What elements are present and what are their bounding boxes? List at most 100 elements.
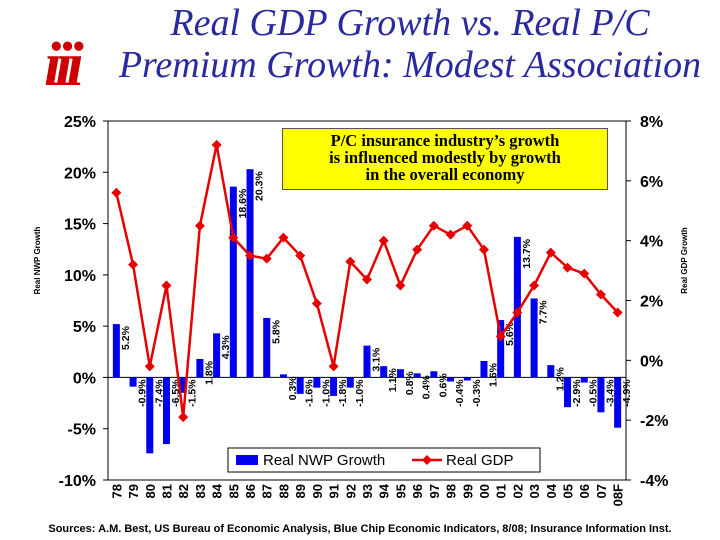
gdp-marker	[428, 220, 439, 231]
nwp-bar	[430, 371, 438, 378]
nwp-bar	[246, 169, 254, 378]
legend-swatch-nwp	[236, 455, 258, 465]
sources-footnote: Sources: A.M. Best, US Bureau of Economi…	[48, 523, 672, 535]
x-tick-label: 04	[544, 483, 559, 498]
nwp-data-label: 0.4%	[421, 375, 433, 400]
x-tick-label: 87	[260, 484, 275, 498]
gdp-marker	[261, 253, 272, 264]
left-tick-label: 0%	[73, 370, 96, 387]
nwp-bar	[179, 377, 187, 393]
nwp-bar	[346, 377, 354, 388]
left-tick-label: -10%	[59, 473, 96, 490]
x-tick-label: 97	[427, 484, 442, 498]
x-tick-label: 82	[176, 484, 191, 498]
nwp-bar	[447, 377, 455, 382]
nwp-bar	[564, 377, 572, 408]
gdp-marker	[579, 268, 590, 279]
nwp-data-label: -2.9%	[571, 379, 583, 407]
nwp-bar	[580, 377, 588, 383]
x-tick-label: 94	[377, 483, 392, 498]
x-tick-label: 05	[561, 484, 576, 498]
gdp-marker	[194, 220, 205, 231]
legend-box	[227, 447, 541, 473]
right-axis-title: Real GDP Growth	[680, 227, 689, 294]
nwp-data-label: 13.7%	[521, 238, 533, 268]
left-tick-label: 10%	[64, 268, 96, 285]
x-tick-label: 06	[577, 484, 592, 498]
left-tick-label: 25%	[64, 114, 96, 131]
x-tick-label: 95	[393, 484, 408, 498]
nwp-bar	[463, 377, 471, 381]
x-tick-label: 93	[360, 484, 375, 498]
gdp-marker	[295, 250, 306, 261]
nwp-data-label: -0.9%	[137, 379, 149, 407]
nwp-data-label: 1.8%	[203, 360, 215, 385]
callout-line-1: P/C insurance industry’s growth	[330, 131, 560, 150]
nwp-data-label: -1.8%	[337, 379, 349, 407]
x-tick-label: 91	[327, 484, 342, 498]
x-tick-label: 92	[343, 484, 358, 498]
nwp-data-label: 18.6%	[237, 188, 249, 218]
x-tick-label: 99	[460, 484, 475, 498]
nwp-bar	[263, 317, 271, 378]
nwp-bar	[296, 377, 304, 394]
nwp-bar	[396, 369, 404, 378]
gdp-marker	[128, 259, 139, 270]
gdp-marker	[462, 220, 473, 231]
nwp-bar	[597, 377, 605, 413]
x-tick-label: 89	[293, 484, 308, 498]
nwp-data-label: 5.2%	[120, 325, 132, 350]
gdp-marker	[478, 244, 489, 255]
x-tick-label: 03	[527, 484, 542, 498]
nwp-data-label: 1.2%	[554, 366, 566, 391]
nwp-bar	[279, 374, 287, 378]
x-tick-label: 86	[243, 484, 258, 498]
gdp-marker	[378, 235, 389, 246]
gdp-marker	[529, 280, 540, 291]
nwp-data-label: 3.1%	[371, 347, 383, 372]
nwp-bar	[330, 377, 338, 396]
gdp-marker	[211, 139, 222, 150]
gdp-marker	[395, 280, 406, 291]
left-axis-title: Real NWP Growth	[33, 226, 42, 294]
nwp-bar	[547, 365, 555, 378]
x-tick-label: 88	[276, 484, 291, 498]
gdp-marker	[245, 250, 256, 261]
x-tick-label: 78	[109, 484, 124, 498]
title-line-2: Premium Growth: Modest Association	[118, 44, 702, 86]
gdp-marker	[161, 280, 172, 291]
nwp-data-label: -1.5%	[187, 379, 199, 407]
gdp-marker	[545, 247, 556, 258]
nwp-bar	[213, 333, 221, 378]
nwp-bar	[413, 373, 421, 378]
nwp-data-label: -0.3%	[471, 379, 483, 407]
right-tick-label: -4%	[640, 473, 668, 490]
left-tick-label: 5%	[73, 319, 96, 336]
gdp-marker	[445, 229, 456, 240]
nwp-bar	[380, 366, 388, 378]
x-tick-label: 79	[126, 484, 141, 498]
nwp-bar	[112, 324, 120, 378]
nwp-data-label: -1.0%	[320, 379, 332, 407]
nwp-data-label: 1.1%	[387, 367, 399, 392]
gdp-marker	[328, 361, 339, 372]
nwp-data-label: 20.3%	[254, 171, 266, 201]
nwp-bar	[196, 358, 204, 378]
x-tick-label: 90	[310, 484, 325, 498]
nwp-data-label: 0.3%	[287, 376, 299, 401]
nwp-data-label: 0.6%	[437, 373, 449, 398]
legend-label-nwp: Real NWP Growth	[263, 452, 385, 469]
nwp-bar	[530, 298, 538, 378]
nwp-bar	[229, 186, 237, 378]
gdp-marker	[278, 232, 289, 243]
gdp-marker	[111, 187, 122, 198]
gdp-marker	[362, 274, 372, 285]
gdp-marker	[228, 232, 239, 243]
iii-logo: iii	[44, 31, 84, 99]
right-tick-label: 4%	[640, 234, 663, 251]
right-tick-label: 8%	[640, 114, 663, 131]
x-tick-label: 83	[193, 484, 208, 498]
gdp-marker	[595, 289, 606, 300]
title-line-1: Real GDP Growth vs. Real P/C	[170, 2, 650, 44]
